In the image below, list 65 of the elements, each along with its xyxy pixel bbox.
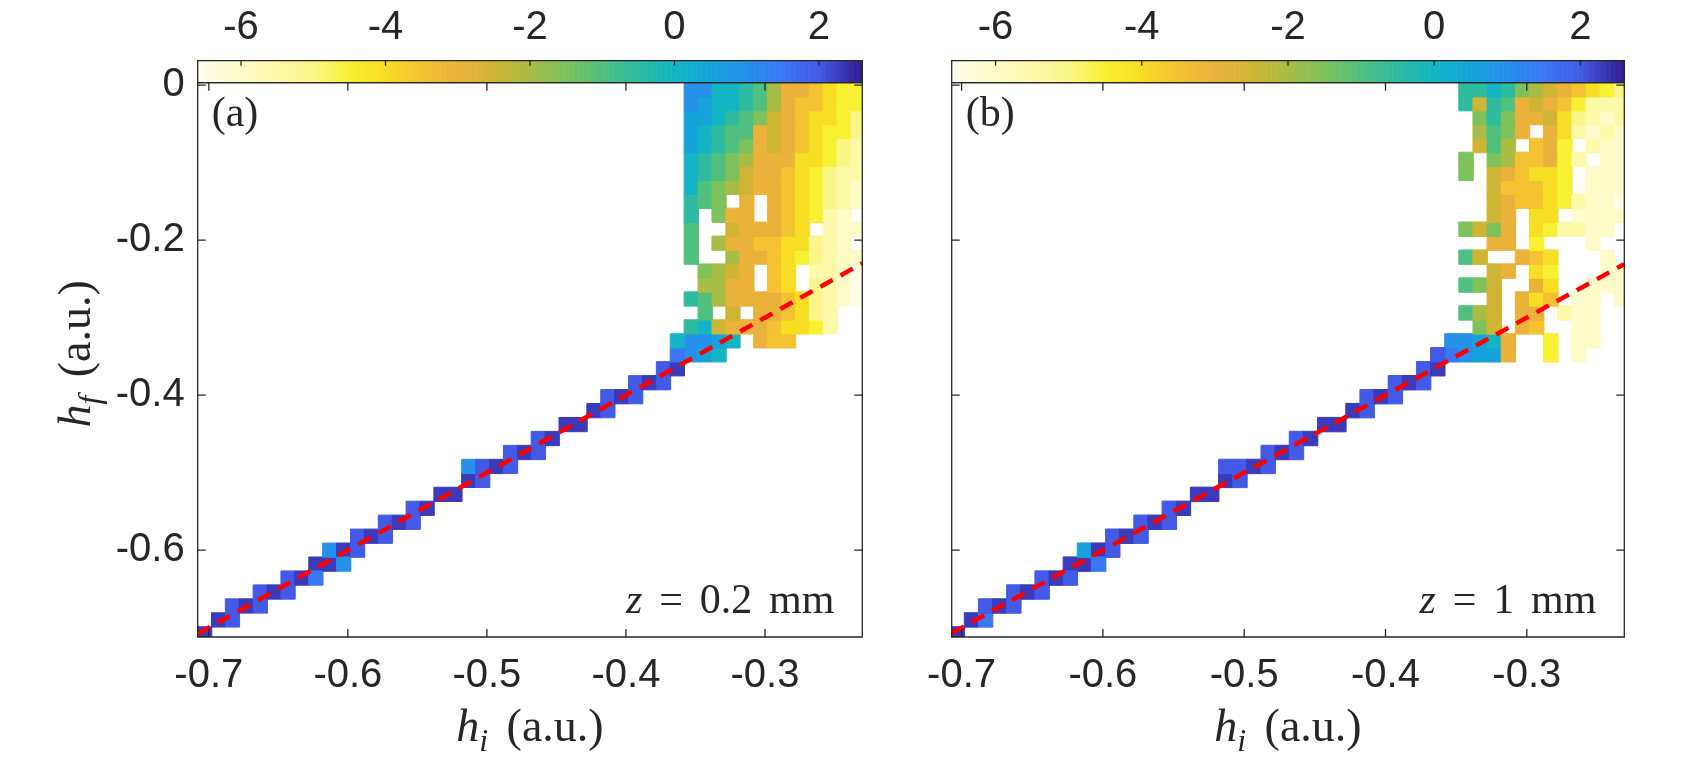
point bbox=[1090, 556, 1107, 572]
point bbox=[1585, 319, 1601, 335]
point bbox=[1500, 82, 1517, 98]
x-tick-label: -0.6 bbox=[1068, 651, 1138, 696]
point bbox=[1458, 82, 1474, 98]
y-tick-label: -0.6 bbox=[115, 525, 185, 570]
point bbox=[683, 291, 699, 307]
x-tick-label: -0.7 bbox=[927, 651, 997, 696]
x-tick-label: -0.5 bbox=[452, 651, 522, 696]
annotation: z = 1 mm bbox=[1418, 576, 1597, 622]
y-axis-title: hf (a.u.) bbox=[48, 280, 107, 428]
color-bar-label: -4 bbox=[1123, 2, 1160, 47]
y-tick-label: 0 bbox=[162, 60, 185, 105]
point bbox=[753, 291, 769, 307]
point bbox=[1585, 291, 1601, 307]
point bbox=[1472, 82, 1488, 98]
point bbox=[711, 193, 727, 209]
x-tick-label: -0.3 bbox=[1492, 651, 1562, 696]
point bbox=[252, 598, 268, 614]
annotation: z = 0.2 mm bbox=[625, 576, 835, 622]
x-tick-label: -0.4 bbox=[1351, 651, 1420, 696]
point bbox=[1105, 542, 1121, 558]
point bbox=[753, 221, 769, 237]
point bbox=[530, 444, 546, 461]
color-bar-label: 0 bbox=[663, 2, 686, 47]
color-bar-label: -2 bbox=[1270, 2, 1306, 47]
point bbox=[1288, 444, 1305, 461]
x-tick-label: -0.6 bbox=[313, 651, 383, 696]
point bbox=[683, 207, 699, 223]
point bbox=[405, 514, 421, 530]
point bbox=[1161, 514, 1178, 530]
point bbox=[725, 305, 741, 321]
point bbox=[725, 207, 741, 223]
color-bar-label: -2 bbox=[512, 2, 548, 47]
color-bar-label: -6 bbox=[977, 2, 1014, 47]
point bbox=[1359, 388, 1375, 405]
color-bar-label: -4 bbox=[367, 2, 404, 47]
x-tick-label: -0.7 bbox=[174, 651, 244, 696]
point bbox=[808, 235, 825, 251]
annotation: (b) bbox=[965, 88, 1015, 136]
y-tick-label: -0.4 bbox=[115, 370, 185, 415]
point bbox=[697, 263, 713, 279]
x-tick-label: -0.4 bbox=[591, 651, 661, 696]
x-tick-label: -0.3 bbox=[730, 651, 800, 696]
point bbox=[224, 598, 241, 614]
annotation: (a) bbox=[211, 88, 259, 136]
point bbox=[711, 319, 727, 335]
point bbox=[1062, 570, 1079, 586]
point bbox=[1486, 82, 1503, 98]
color-bar-label: -6 bbox=[223, 2, 259, 47]
point bbox=[1430, 347, 1446, 363]
point bbox=[308, 570, 324, 586]
point bbox=[739, 207, 755, 223]
point bbox=[1006, 598, 1022, 614]
point bbox=[739, 193, 755, 209]
x-tick-label: -0.5 bbox=[1209, 651, 1279, 696]
color-bar-label: 2 bbox=[1569, 2, 1592, 47]
point bbox=[1444, 333, 1460, 349]
point bbox=[655, 375, 672, 391]
point bbox=[1571, 291, 1587, 307]
point bbox=[977, 598, 994, 614]
y-tick-label: -0.2 bbox=[115, 215, 185, 260]
color-bar-label: 2 bbox=[807, 2, 831, 47]
color-bar-label: 0 bbox=[1423, 2, 1446, 47]
point bbox=[1458, 333, 1474, 349]
